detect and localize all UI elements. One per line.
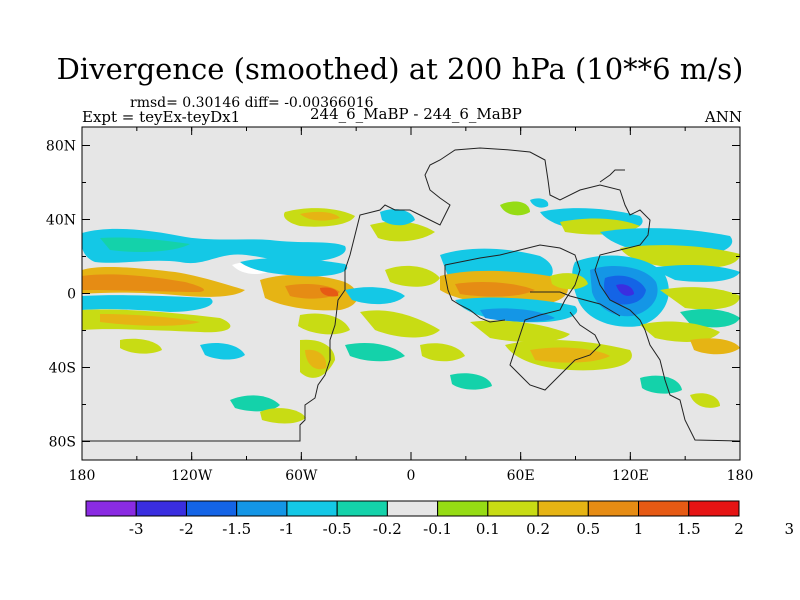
lon-tick-label: 120E: [612, 468, 649, 484]
contour-blob: [500, 201, 530, 216]
contour-blob: [82, 274, 205, 292]
lon-tick-label: 180: [69, 468, 96, 484]
contour-blob: [345, 343, 405, 362]
contour-blob: [480, 308, 555, 322]
colorbar-label: 1.5: [677, 520, 701, 538]
colorbar-label: -3: [129, 520, 144, 538]
contour-blob: [616, 284, 634, 296]
contour-blob: [450, 373, 492, 390]
experiment-label: Expt = teyEx-teyDx1: [82, 108, 241, 126]
contour-blob: [530, 347, 610, 363]
contour-blob: [690, 393, 720, 408]
contour-blob: [345, 287, 405, 305]
colorbar-swatch: [688, 500, 740, 517]
contour-blob: [260, 408, 306, 424]
coastline-overlay: [82, 147, 740, 442]
colorbar-swatch: [85, 500, 137, 517]
colorbar-swatch: [537, 500, 589, 517]
colorbar-label: 0.5: [576, 520, 600, 538]
season-label: ANN: [704, 108, 742, 126]
colorbar-label: -1.5: [222, 520, 251, 538]
colorbar-label: -0.2: [373, 520, 402, 538]
contour-blob: [370, 221, 435, 242]
lon-tick-label: 0: [407, 468, 416, 484]
contour-blob: [690, 338, 740, 355]
contour-blob: [100, 314, 200, 326]
contour-blob: [455, 282, 535, 297]
contour-blob: [120, 338, 162, 354]
colorbar-swatch: [386, 500, 439, 517]
contour-blob: [305, 349, 327, 370]
contour-blob: [550, 273, 588, 290]
contour-blob: [298, 313, 350, 335]
colorbar-swatch: [185, 500, 238, 517]
colorbar-label: 1: [634, 520, 644, 538]
contour-blob: [660, 287, 740, 310]
rmsd-diff-stats: rmsd= 0.30146 diff= -0.00366016: [130, 95, 374, 111]
colorbar-swatch: [587, 500, 640, 517]
contour-blob: [320, 287, 339, 297]
lon-tick-label: 120W: [171, 468, 213, 484]
plot-title: Divergence (smoothed) at 200 hPa (10**6 …: [56, 52, 744, 86]
colorbar-swatch: [437, 500, 489, 517]
colorbar-swatch: [236, 500, 288, 517]
contour-blob: [640, 375, 682, 394]
lon-tick-label: 180: [727, 468, 754, 484]
colorbar-label: -0.1: [423, 520, 452, 538]
divergence-field: [82, 198, 740, 424]
contour-blob: [420, 343, 465, 362]
colorbar-label: -1: [280, 520, 295, 538]
contour-blob: [230, 395, 280, 412]
colorbar-swatch: [135, 500, 187, 517]
lon-tick-label: 60W: [285, 468, 318, 484]
lat-tick-label: 40N: [46, 213, 76, 229]
contour-blob: [650, 265, 740, 282]
colorbar-swatch: [286, 500, 338, 517]
contour-blob: [620, 245, 740, 269]
lon-tick-label: 60E: [507, 468, 535, 484]
contour-blob: [200, 343, 245, 360]
colorbar: -3 -2 -1.5 -1 -0.5 -0.2 -0.1 0.1 0.2 0.5 1 1.5 2 3: [85, 500, 794, 538]
colorbar-label: 0.1: [476, 520, 500, 538]
contour-blob: [470, 320, 570, 343]
axis-ticks: [81, 127, 741, 460]
lat-tick-label: 80N: [46, 139, 76, 155]
colorbar-label: 3: [784, 520, 794, 538]
colorbar-swatch: [487, 500, 539, 517]
case-subtitle: 244_6_MaBP - 244_6_MaBP: [310, 105, 522, 123]
lat-tick-label: 0: [67, 287, 76, 303]
contour-blob: [100, 237, 190, 252]
colorbar-label: -2: [179, 520, 194, 538]
lat-tick-label: 80S: [49, 435, 76, 451]
contour-blob: [380, 209, 415, 226]
colorbar-swatch: [336, 500, 388, 517]
contour-blob: [680, 309, 740, 328]
colorbar-label: -0.5: [323, 520, 352, 538]
contour-blob: [82, 295, 213, 312]
contour-blob: [240, 257, 348, 277]
contour-blob: [530, 198, 549, 208]
colorbar-label: 2: [734, 520, 744, 538]
contour-blob: [640, 321, 720, 342]
contour-blob: [300, 211, 340, 221]
contour-blob: [385, 265, 440, 287]
colorbar-swatch: [638, 500, 690, 517]
contour-blob: [360, 310, 440, 338]
axis-labels: 180 120W 60W 0 60E 120E 180 80N 40N 0 40S 80S: [46, 139, 753, 485]
contour-blob: [82, 228, 346, 264]
lat-tick-label: 40S: [49, 361, 76, 377]
colorbar-label: 0.2: [526, 520, 550, 538]
